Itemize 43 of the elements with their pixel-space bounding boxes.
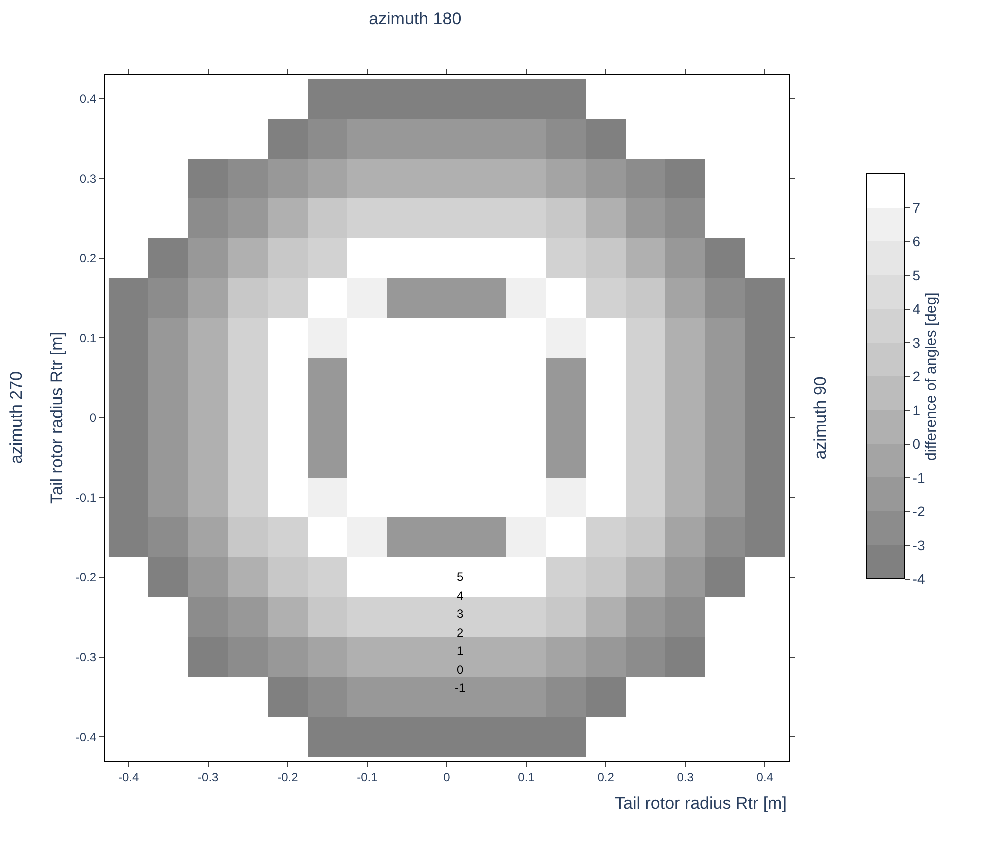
text: azimuth 90 <box>810 376 830 460</box>
x-tick-label: -0.1 <box>357 770 378 784</box>
color-bar-label: 0 <box>912 436 921 452</box>
annotation: 3 <box>457 607 464 621</box>
color-bar-label: -3 <box>912 537 926 554</box>
color-bar-label: 6 <box>912 234 921 250</box>
annotation: -1 <box>455 681 466 695</box>
x-axis-title: Tail rotor radius Rtr [m] <box>615 794 787 813</box>
y-tick-label: 0.4 <box>80 92 97 106</box>
text: azimuth 270 <box>7 371 26 464</box>
annotation: 5 <box>457 570 464 584</box>
x-tick-label: 0.2 <box>598 770 615 784</box>
x-tick-label: -0.4 <box>118 770 140 784</box>
color-bar-title: difference of angles [deg] <box>922 292 940 461</box>
x-tick-label: 0 <box>444 770 451 784</box>
chart-title: azimuth 180 <box>369 10 462 29</box>
annotation: 0 <box>457 663 464 677</box>
y-tick-label: -0.4 <box>76 730 97 744</box>
annotation: 2 <box>457 626 464 640</box>
x-tick-label: -0.2 <box>278 770 299 784</box>
color-bar-label: 3 <box>912 334 921 351</box>
color-bar-label: -2 <box>912 504 926 520</box>
y-tick-label: 0.2 <box>80 252 97 266</box>
color-bar-label: 5 <box>912 267 921 284</box>
y-tick-label: 0 <box>90 411 97 426</box>
x-tick-label: 0.3 <box>677 770 694 784</box>
y-tick-label: -0.3 <box>76 650 97 664</box>
y-tick-label: 0.3 <box>80 172 97 186</box>
annotation: 1 <box>457 644 464 658</box>
color-bar-label: 7 <box>912 200 921 216</box>
y-tick-label: -0.2 <box>76 570 97 585</box>
color-bar-label: 4 <box>912 301 921 318</box>
y-tick-label: -0.1 <box>76 490 97 505</box>
y-axis-title: Tail rotor radius Rtr [m] <box>47 332 66 504</box>
color-bar-label: -4 <box>912 571 926 588</box>
color-bar-label: 1 <box>912 402 921 418</box>
x-tick-label: -0.3 <box>198 770 220 784</box>
annotation: 4 <box>457 589 464 603</box>
color-bar-label: -1 <box>912 470 926 486</box>
y-tick-label: 0.1 <box>80 331 97 346</box>
color-bar-label: 2 <box>912 368 921 385</box>
x-tick-label: 0.1 <box>518 770 536 784</box>
x-tick-label: 0.4 <box>756 770 774 784</box>
